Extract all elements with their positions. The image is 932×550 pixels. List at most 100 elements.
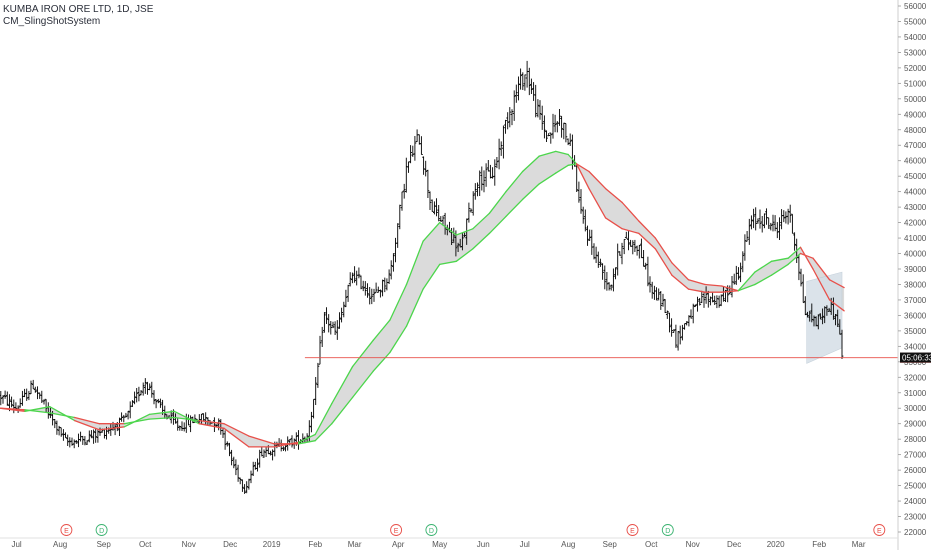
indicator-name[interactable]: CM_SlingShotSystem bbox=[3, 16, 101, 27]
ema-fast-segment bbox=[439, 221, 457, 236]
ema-fast-segment bbox=[488, 190, 507, 214]
earnings-marker bbox=[626, 524, 639, 536]
ema-slow-segment bbox=[148, 416, 175, 420]
y-tick-label: 52000 bbox=[904, 64, 927, 73]
y-tick-label: 27000 bbox=[904, 451, 927, 460]
ema-slow-segment bbox=[405, 288, 424, 327]
x-tick-label: Nov bbox=[686, 540, 700, 549]
y-tick-label: 32000 bbox=[904, 373, 927, 382]
countdown-badge-bg bbox=[900, 352, 931, 363]
ema-fast-segment bbox=[521, 155, 540, 173]
x-tick-label: Nov bbox=[182, 540, 196, 549]
y-tick-label: 56000 bbox=[904, 2, 927, 11]
ema-slow-segment bbox=[828, 279, 845, 289]
ema-fast-segment bbox=[123, 413, 150, 428]
earnings-marker bbox=[390, 524, 403, 536]
event-marker-label: E bbox=[64, 528, 69, 535]
ema-fast-segment bbox=[273, 441, 300, 448]
earnings-marker bbox=[873, 524, 886, 536]
x-tick-label: 2019 bbox=[263, 540, 281, 549]
ema-fast-segment bbox=[372, 319, 391, 341]
dividend-marker bbox=[661, 524, 674, 536]
ema-fast-segment bbox=[567, 153, 578, 165]
ema-slow-segment bbox=[721, 285, 739, 292]
ema-fast-segment bbox=[588, 187, 607, 219]
y-tick-label: 25000 bbox=[904, 482, 927, 491]
ema-fast-segment bbox=[604, 217, 623, 230]
y-tick-label: 47000 bbox=[904, 141, 927, 150]
symbol-title[interactable]: KUMBA IRON ORE LTD, 1D, JSE bbox=[3, 4, 154, 15]
x-tick-label: Apr bbox=[392, 540, 405, 549]
ema-band-fill bbox=[0, 151, 845, 447]
ema-slow-segment bbox=[372, 351, 391, 372]
ema-slow-segment bbox=[588, 170, 607, 190]
x-tick-label: Sep bbox=[97, 540, 112, 549]
ema-slow-segment bbox=[555, 164, 569, 174]
ema-slow-segment bbox=[173, 416, 200, 422]
ema-fast-segment bbox=[770, 257, 789, 262]
ema-slow-segment bbox=[248, 435, 275, 445]
ema-slow-segment bbox=[455, 248, 474, 262]
chart-legend: KUMBA IRON ORE LTD, 1D, JSE CM_SlingShot… bbox=[3, 4, 153, 28]
ema-fast-segment bbox=[98, 426, 126, 431]
y-tick-label: 29000 bbox=[904, 420, 927, 429]
x-tick-label: Feb bbox=[812, 540, 826, 549]
ema-fast-segment bbox=[0, 407, 26, 412]
price-badges: 3326505:06:33 bbox=[900, 352, 932, 363]
x-tick-label: Dec bbox=[223, 540, 237, 549]
price-axis: 22000 23000 24000 25000 26000 27000 28000 29000… bbox=[897, 0, 927, 550]
y-tick-label: 44000 bbox=[904, 188, 927, 197]
ema-fast-segment bbox=[671, 274, 690, 290]
y-tick-label: 53000 bbox=[904, 48, 927, 57]
ema-fast-segment bbox=[737, 271, 756, 292]
y-tick-label: 38000 bbox=[904, 280, 927, 289]
ema-fast-segment bbox=[538, 150, 557, 157]
ema-fast-segment bbox=[638, 232, 657, 250]
ema-fast-segment bbox=[297, 433, 316, 443]
ema-fast-segment bbox=[422, 221, 441, 242]
ema-slow-segment bbox=[604, 187, 623, 204]
earnings-marker bbox=[60, 524, 73, 536]
ema-slow-segment bbox=[351, 370, 374, 399]
ema-slow-segment bbox=[567, 163, 578, 166]
y-tick-label: 49000 bbox=[904, 110, 927, 119]
ema-slow-segment bbox=[74, 416, 101, 425]
ema-fast-segment bbox=[74, 419, 101, 431]
ema-slow-segment bbox=[314, 423, 333, 442]
ema-slow-segment bbox=[223, 423, 250, 437]
countdown-badge-text: 05:06:33 bbox=[902, 354, 932, 363]
x-tick-label: Feb bbox=[308, 540, 322, 549]
ema-slow-segment bbox=[770, 263, 789, 276]
ema-fast-segment bbox=[148, 410, 175, 416]
ema-slow-segment bbox=[737, 283, 756, 292]
ema-fast-segment bbox=[787, 246, 802, 259]
event-marker-label: E bbox=[630, 528, 635, 535]
ema-slow-segment bbox=[297, 440, 316, 445]
ema-fast-segment bbox=[621, 228, 640, 235]
ema-fast-segment bbox=[687, 288, 706, 293]
ema-fast-segment bbox=[812, 268, 831, 301]
x-tick-label: Oct bbox=[139, 540, 152, 549]
ema-fast-segment bbox=[351, 339, 374, 368]
time-axis: Jul Aug Sep Oct Nov Dec 2019 Feb Mar Apr May Jun Jul… bbox=[0, 537, 898, 549]
y-tick-label: 40000 bbox=[904, 250, 927, 259]
y-tick-label: 22000 bbox=[904, 528, 927, 537]
ema-slow-segment bbox=[389, 325, 408, 354]
y-tick-label: 45000 bbox=[904, 172, 927, 181]
y-tick-label: 51000 bbox=[904, 79, 927, 88]
ema-slow-segment bbox=[799, 252, 814, 259]
y-tick-label: 30000 bbox=[904, 404, 927, 413]
y-tick-label: 31000 bbox=[904, 389, 927, 398]
ema-slow-segment bbox=[754, 274, 773, 286]
ema-fast-segment bbox=[828, 299, 845, 312]
ema-slow-segment bbox=[49, 412, 76, 419]
x-tick-label: Jul bbox=[11, 540, 21, 549]
ema-fast-segment bbox=[721, 290, 739, 293]
y-tick-label: 26000 bbox=[904, 466, 927, 475]
y-tick-label: 55000 bbox=[904, 17, 927, 26]
ema-fast-segment bbox=[472, 212, 491, 230]
ema-slow-segment bbox=[439, 260, 457, 266]
y-tick-label: 35000 bbox=[904, 327, 927, 336]
y-tick-label: 46000 bbox=[904, 157, 927, 166]
